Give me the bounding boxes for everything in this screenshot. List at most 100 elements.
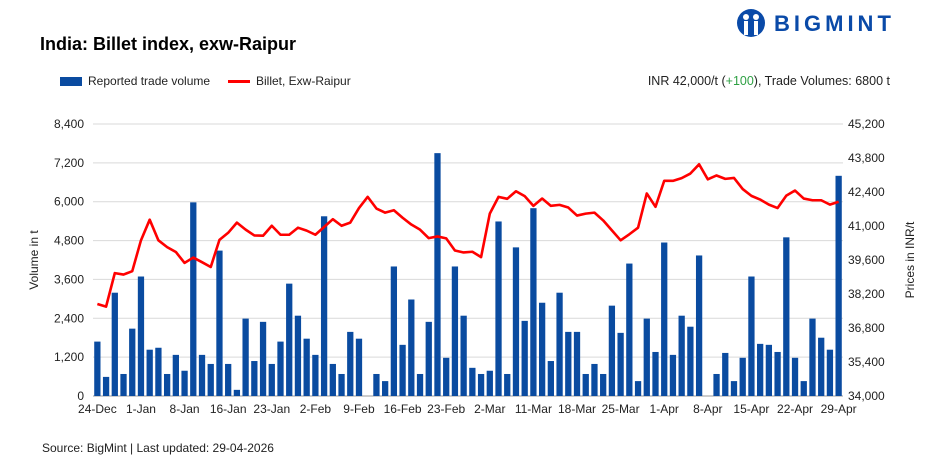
x-tick-label: 2-Feb — [300, 402, 332, 416]
volume-bar — [163, 373, 171, 396]
volume-bar — [582, 373, 589, 396]
volume-bar — [608, 305, 616, 396]
summary-change: +100 — [725, 74, 754, 88]
volume-bar — [774, 351, 781, 396]
x-tick-label: 16-Feb — [384, 402, 422, 416]
y-tick-label: 1,200 — [54, 350, 84, 364]
volume-bar — [102, 376, 110, 396]
x-tick-label: 15-Apr — [733, 402, 769, 416]
volume-bar — [538, 302, 546, 396]
x-tick-label: 24-Dec — [78, 402, 117, 416]
volume-bar — [678, 315, 685, 396]
volume-bar — [225, 363, 232, 396]
volume-bar — [373, 373, 380, 396]
volume-bar — [338, 373, 345, 396]
volume-bar — [695, 255, 703, 396]
volume-bar — [460, 315, 467, 396]
volume-bar — [94, 341, 101, 396]
volume-bar — [573, 331, 581, 396]
volume-bar — [434, 153, 441, 396]
volume-bar — [783, 237, 790, 396]
y-tick-label: 8,400 — [54, 117, 84, 131]
volume-bar — [390, 266, 398, 396]
volume-bar — [713, 373, 720, 396]
volume-bar — [512, 247, 520, 396]
legend-item-volume: Reported trade volume — [60, 74, 210, 88]
y-tick-label: 0 — [77, 389, 84, 403]
volume-bar — [382, 381, 389, 396]
volume-bar — [111, 292, 118, 396]
y2-tick-label: 43,800 — [848, 151, 885, 165]
volume-bar — [233, 389, 241, 396]
volume-bar — [416, 373, 424, 396]
volume-bar — [137, 276, 145, 396]
volume-bar — [320, 216, 328, 396]
price-summary: INR 42,000/t (+100), Trade Volumes: 6800… — [648, 74, 890, 88]
x-tick-label: 23-Jan — [253, 402, 290, 416]
y2-tick-label: 39,600 — [848, 253, 885, 267]
volume-bar — [504, 373, 511, 396]
legend-label: Reported trade volume — [88, 74, 211, 88]
volume-bar — [530, 208, 537, 396]
volume-bar — [617, 332, 624, 396]
logo-text: BIGMINT — [774, 11, 895, 36]
x-tick-label: 11-Mar — [515, 402, 552, 416]
y2-tick-label: 42,400 — [848, 185, 885, 199]
volume-bar — [172, 354, 179, 396]
volume-bar — [477, 373, 485, 396]
volume-bar — [643, 318, 650, 396]
volume-bar — [399, 344, 406, 396]
x-tick-label: 18-Mar — [558, 402, 596, 416]
volume-bar — [818, 337, 825, 396]
volume-bar — [809, 318, 816, 396]
volume-bar — [791, 357, 799, 396]
y-tick-label: 2,400 — [54, 311, 84, 325]
y2-tick-label: 36,800 — [848, 321, 885, 335]
volume-bar — [120, 373, 127, 396]
x-tick-label: 1-Jan — [126, 402, 156, 416]
x-tick-label: 23-Feb — [427, 402, 465, 416]
legend-bar-swatch — [60, 76, 82, 86]
y2-tick-label: 45,200 — [848, 117, 885, 131]
volume-bar — [286, 283, 293, 396]
x-tick-label: 8-Jan — [170, 402, 200, 416]
volume-bar — [129, 328, 136, 396]
x-tick-label: 1-Apr — [650, 402, 679, 416]
summary-prefix: INR 42,000/t ( — [647, 74, 726, 88]
volume-bar — [626, 263, 633, 396]
volume-bar — [634, 381, 642, 396]
volume-bar — [277, 341, 284, 396]
volume-bar — [591, 363, 598, 396]
chart-title: India: Billet index, exw-Raipur — [40, 34, 297, 54]
volume-bar — [757, 343, 764, 396]
x-tick-label: 29-Apr — [821, 402, 857, 416]
price-line — [96, 163, 840, 308]
y2-tick-label: 41,000 — [848, 219, 885, 233]
legend-item-price: Billet, Exw-Raipur — [228, 74, 351, 88]
y-axis-title: Volume in t — [27, 230, 41, 290]
y-tick-label: 3,600 — [54, 272, 84, 286]
volume-bar — [687, 326, 694, 396]
volume-bar — [198, 354, 206, 396]
volume-bar — [521, 320, 528, 396]
x-tick-label: 25-Mar — [602, 402, 640, 416]
volume-bar — [190, 202, 197, 396]
y2-tick-label: 34,000 — [848, 389, 885, 403]
volume-bar — [547, 361, 554, 396]
volume-bar — [652, 351, 659, 396]
x-tick-label: 8-Apr — [693, 402, 722, 416]
volume-bar — [329, 363, 336, 396]
y-tick-label: 6,000 — [54, 195, 84, 209]
volume-bar — [669, 354, 677, 396]
volume-bar — [207, 363, 214, 396]
volume-bar — [739, 357, 746, 396]
x-tick-label: 22-Apr — [777, 402, 813, 416]
volume-bar — [259, 321, 267, 396]
volume-bar — [347, 331, 354, 396]
volume-bar — [355, 338, 363, 396]
volume-bar — [748, 276, 755, 396]
y2-tick-label: 35,400 — [848, 355, 885, 369]
volume-bar — [556, 292, 563, 396]
legend-line-swatch — [228, 79, 250, 83]
